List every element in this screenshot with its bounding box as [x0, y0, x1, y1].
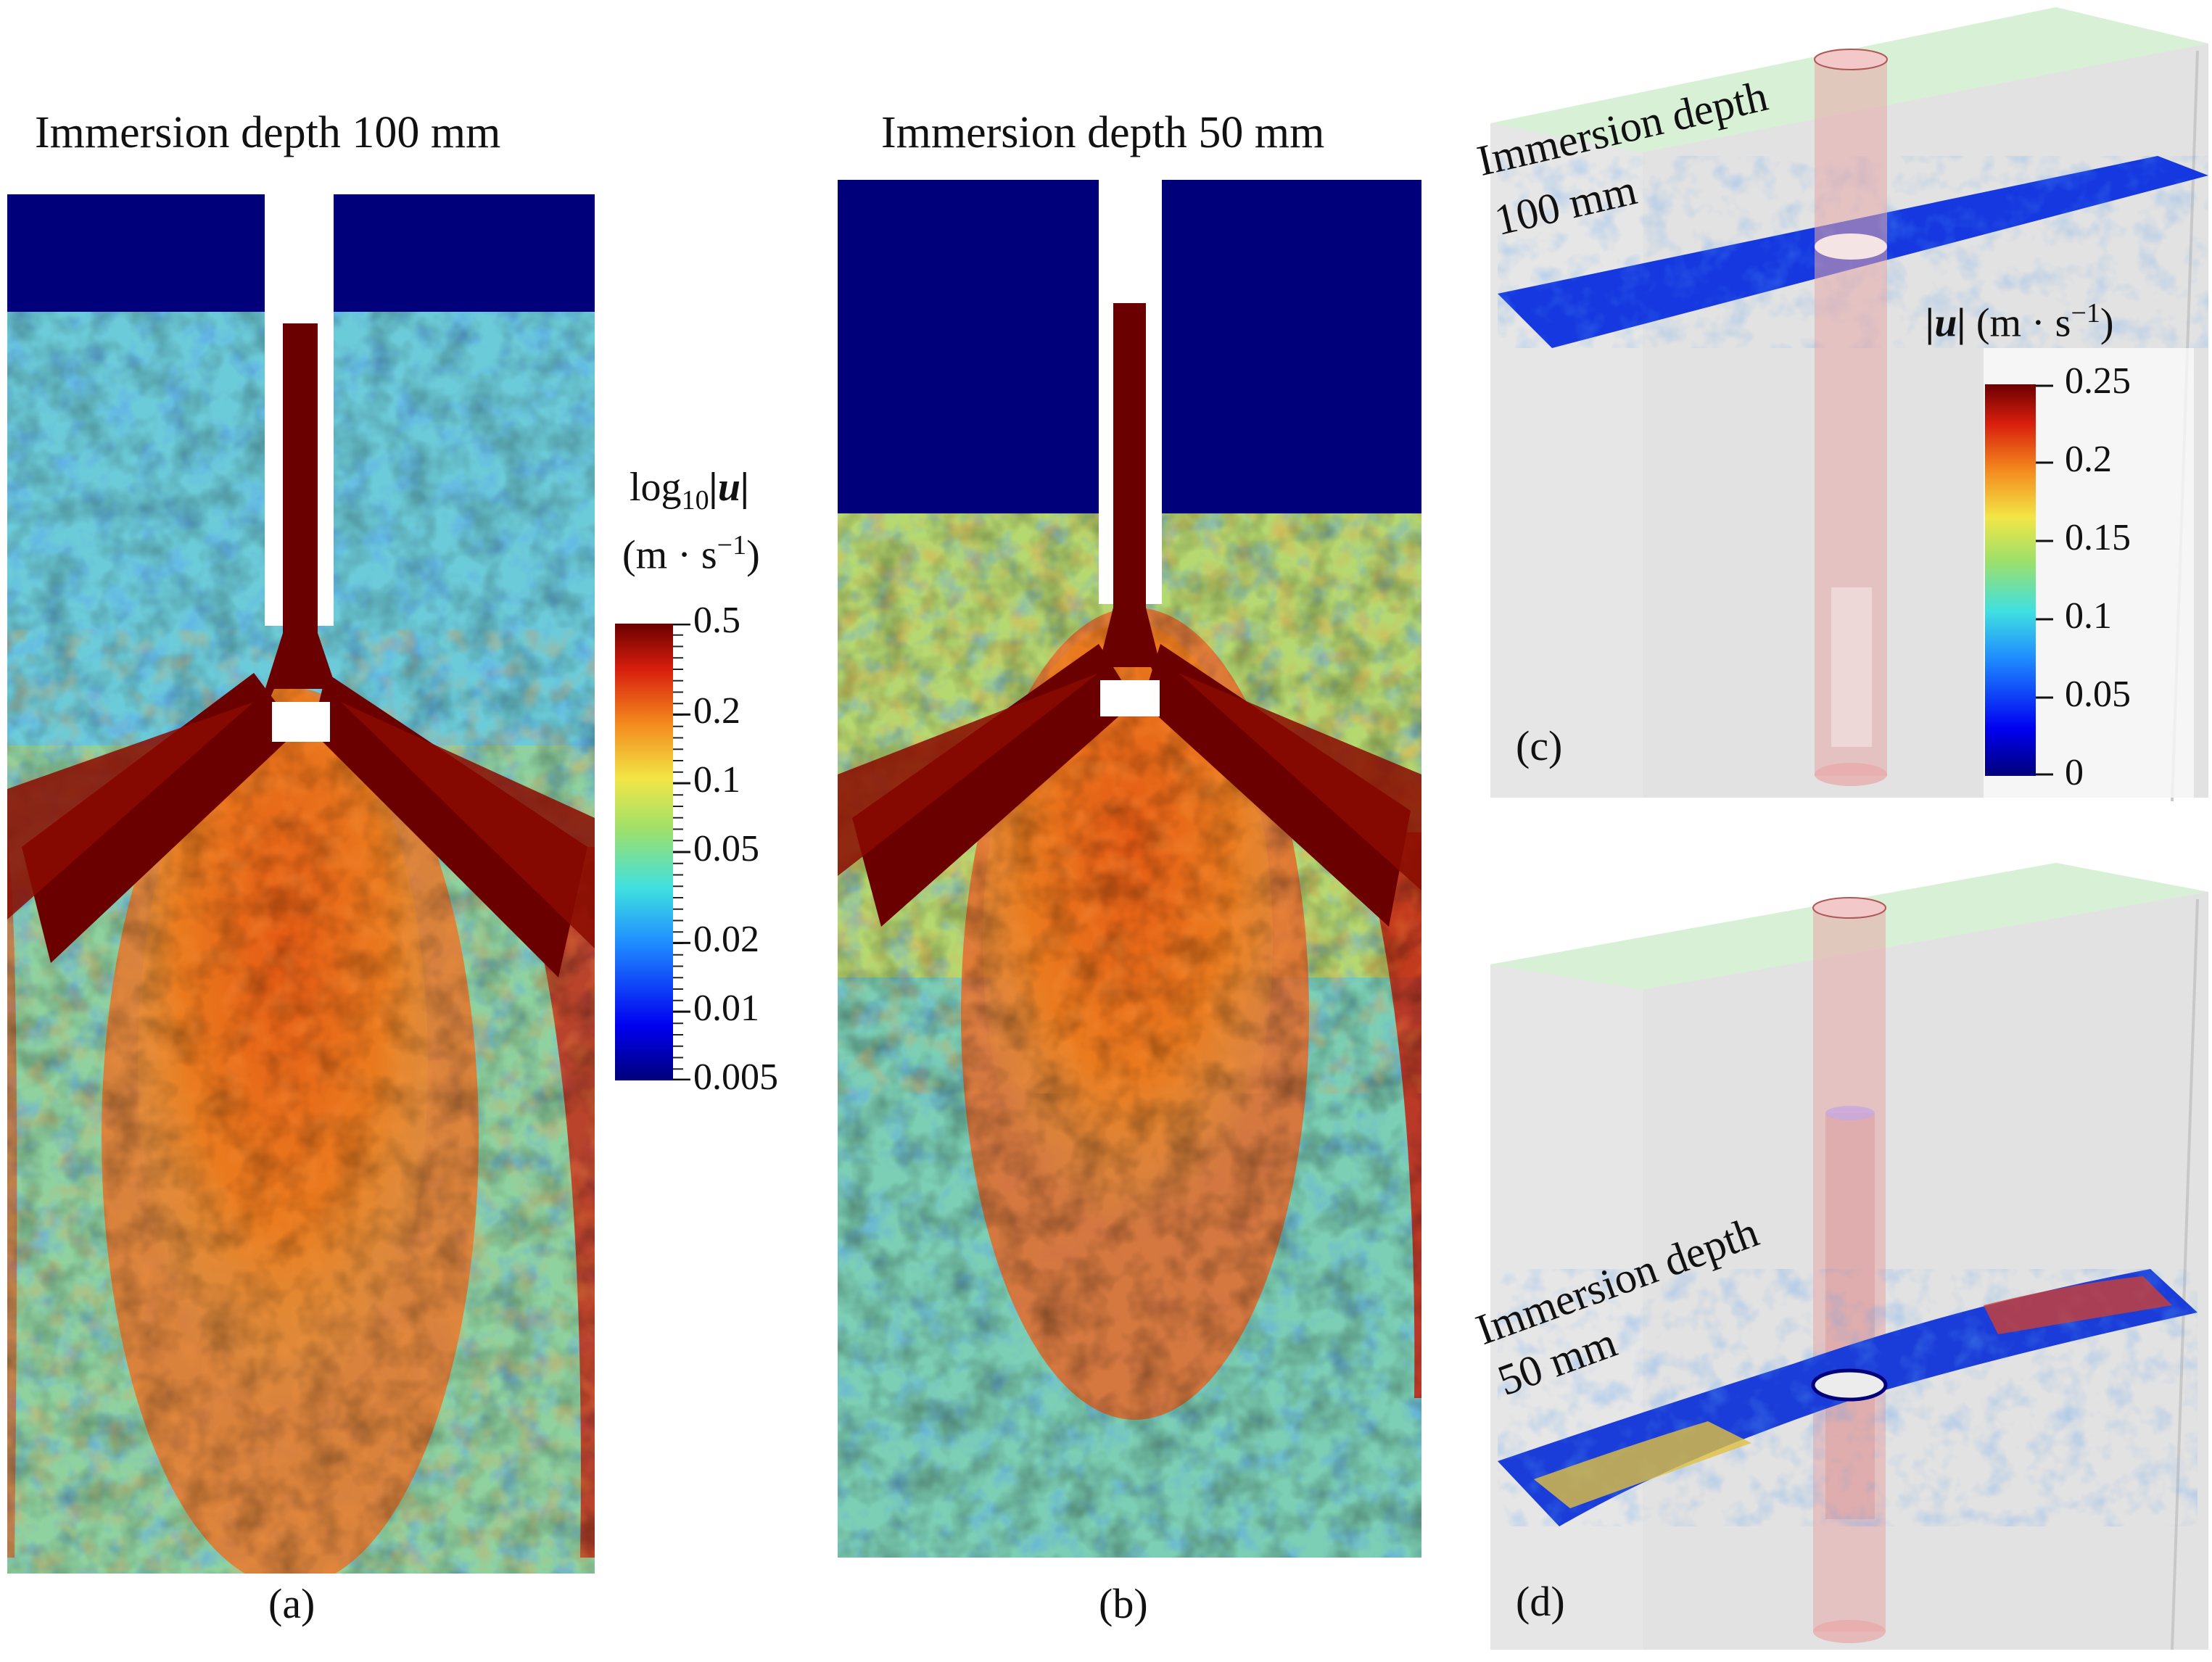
panel-a-title: Immersion depth 100 mm [35, 108, 501, 157]
panel-c-colorbar-tick-label: 0.2 [2065, 439, 2112, 480]
panel-a-velocity-contour [7, 194, 595, 1574]
log-colorbar [615, 624, 673, 1080]
log-colorbar-tick-label: 0.05 [693, 828, 759, 869]
panel-c-colorbar-label: |u| (m · s−1) [1926, 298, 2114, 346]
log-colorbar-tick-label: 0.02 [693, 919, 759, 961]
panel-c-colorbar-tick-label: 0.05 [2065, 674, 2131, 715]
panel-d-scene [1490, 863, 2208, 1653]
panel-b-field [838, 180, 1421, 1558]
log-colorbar-tick-label: 0.5 [693, 600, 740, 641]
log-colorbar-ticks [673, 624, 690, 1080]
panel-c-colorbar-tick-label: 0.25 [2065, 360, 2131, 402]
log-colorbar-tick-label: 0.01 [693, 988, 759, 1030]
panel-b-caption: (b) [1099, 1580, 1148, 1627]
panel-d-caption: (d) [1516, 1578, 1565, 1625]
log-colorbar-tick-label: 0.2 [693, 690, 740, 732]
log-colorbar-tick-label: 0.1 [693, 759, 740, 801]
panel-d-3d-view [1490, 863, 2208, 1650]
panel-c-colorbar-tick-label: 0.1 [2065, 595, 2112, 637]
panel-c-colorbar-tick-label: 0 [2065, 752, 2084, 793]
panel-a-caption: (a) [268, 1580, 315, 1627]
log-colorbar-label-line1: log10|u| [630, 465, 750, 516]
panel-a-field [7, 194, 595, 1574]
log-colorbar-label-line2: (m · s−1) [622, 530, 760, 578]
panel-c-colorbar-ticks [2036, 384, 2053, 776]
panel-c-scene [1490, 7, 2208, 805]
log-colorbar-gradient [615, 624, 673, 1080]
panel-c-caption: (c) [1516, 722, 1563, 769]
panel-c-3d-view [1490, 7, 2208, 802]
panel-c-colorbar-tick-label: 0.15 [2065, 517, 2131, 558]
panel-b-title: Immersion depth 50 mm [881, 108, 1325, 157]
panel-b-velocity-contour [838, 180, 1421, 1558]
log-colorbar-tick-label: 0.005 [693, 1057, 778, 1098]
